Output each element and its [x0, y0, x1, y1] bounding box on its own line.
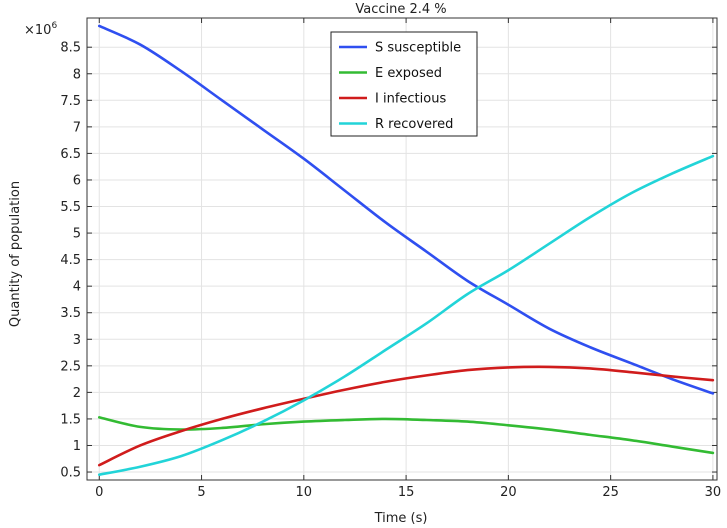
series-line-recovered — [97, 154, 715, 476]
y-tick-label: 6 — [73, 173, 81, 188]
y-tick-label: 2 — [73, 386, 81, 401]
x-tick-label: 20 — [500, 485, 517, 500]
legend-label-exposed: E exposed — [375, 66, 442, 81]
y-tick-label: 7 — [73, 120, 81, 135]
plot-area — [86, 17, 718, 481]
y-tick-label: 8 — [73, 67, 81, 82]
chart-title: Vaccine 2.4 % — [355, 2, 446, 17]
series-lines — [97, 24, 715, 476]
x-tick-label: 15 — [398, 485, 415, 500]
y-multiplier: ×106 — [24, 21, 57, 38]
y-tick-label: 3.5 — [60, 306, 81, 321]
y-tick-label: 1.5 — [60, 412, 81, 427]
x-tick-label: 25 — [602, 485, 619, 500]
y-tick-label: 8.5 — [60, 41, 81, 56]
y-tick-label: 4 — [73, 280, 81, 295]
legend-box — [330, 31, 478, 137]
x-tick-label: 10 — [296, 485, 313, 500]
y-axis: 0.5 1 1.5 2 2.5 3 3.5 4 4.5 5 5.5 6 6.5 7 7.5 8 8.5 — [60, 41, 717, 481]
x-axis-title: Time (s) — [374, 511, 428, 526]
x-tick-label: 5 — [197, 485, 205, 500]
legend-label-recovered: R recovered — [375, 117, 453, 132]
series-line-exposed — [97, 416, 715, 455]
x-tick-label: 0 — [95, 485, 103, 500]
series-line-susceptible — [97, 24, 715, 395]
y-axis-title: Quantity of population — [8, 181, 23, 327]
x-axis: 0 5 10 15 20 25 30 — [95, 18, 721, 500]
y-tick-label: 4.5 — [60, 253, 81, 268]
y-tick-label: 7.5 — [60, 94, 81, 109]
legend: S susceptible E exposed I infectious R reco… — [330, 31, 478, 137]
x-tick-label: 30 — [705, 485, 722, 500]
y-tick-label: 3 — [73, 333, 81, 348]
y-tick-label: 5.5 — [60, 200, 81, 215]
y-tick-label: 5 — [73, 227, 81, 242]
y-tick-label: 0.5 — [60, 466, 81, 481]
y-tick-label: 1 — [73, 439, 81, 454]
y-tick-label: 6.5 — [60, 147, 81, 162]
y-tick-label: 2.5 — [60, 359, 81, 374]
legend-label-infectious: I infectious — [375, 92, 446, 107]
series-line-infectious — [97, 365, 715, 467]
legend-label-susceptible: S susceptible — [375, 41, 461, 56]
